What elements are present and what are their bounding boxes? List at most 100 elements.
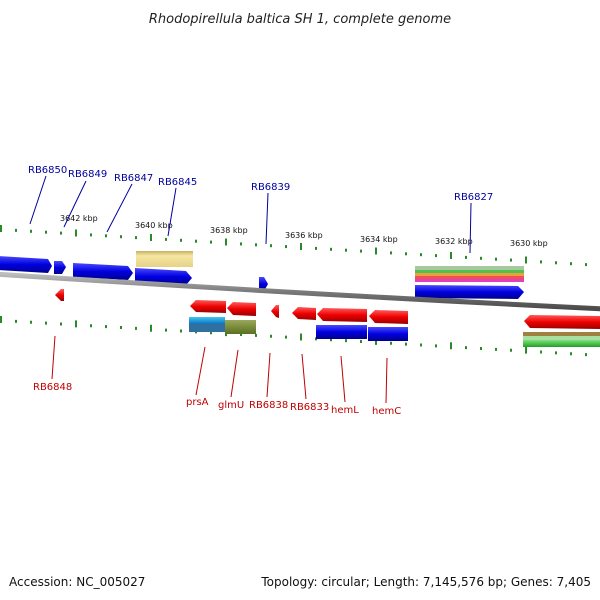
scale-ticks-top (0, 225, 587, 267)
scale-tick (420, 343, 422, 347)
scale-tick (0, 316, 2, 323)
scale-tick (405, 342, 407, 346)
scale-tick (480, 347, 482, 350)
feature-rb6827-annotation-4[interactable] (415, 276, 524, 279)
feature-glmu-annotation[interactable] (225, 320, 256, 334)
gene-label-rb6827[interactable]: RB6827 (454, 192, 493, 203)
feature-prsa-annotation[interactable] (189, 317, 225, 324)
scale-tick (135, 236, 137, 240)
scale-tick (390, 251, 392, 255)
scale-tick (525, 346, 527, 354)
scale-tick (585, 263, 587, 267)
scale-tick (270, 244, 272, 248)
scale-tick (300, 333, 302, 341)
scale-tick (15, 319, 17, 323)
gene-label-hemc[interactable]: hemC (372, 406, 401, 417)
gene-feature-rb6839[interactable] (259, 277, 268, 291)
gene-feature-heml-blue[interactable] (316, 325, 367, 339)
leader-line (106, 183, 133, 233)
gene-feature-rb6848[interactable] (55, 289, 64, 301)
scale-tick (405, 252, 407, 256)
scale-tick (75, 229, 77, 237)
scale-label: 3636 kbp (285, 231, 323, 240)
feature-rb6827-annotation-5[interactable] (415, 279, 524, 282)
feature-rb6827-annotation-3[interactable] (415, 273, 524, 276)
gene-label-rb6848[interactable]: RB6848 (33, 382, 72, 393)
scale-tick (165, 328, 167, 332)
scale-tick (465, 346, 467, 350)
scale-label: 3634 kbp (360, 235, 398, 244)
scale-tick (585, 353, 587, 357)
scale-tick (525, 256, 527, 264)
scale-tick (480, 256, 482, 260)
scale-labels: 3642 kbp 3640 kbp 3638 kbp 3636 kbp 3634… (60, 214, 548, 248)
gene-label-rb6838[interactable]: RB6838 (249, 400, 288, 411)
scale-tick (15, 228, 17, 232)
scale-tick (570, 262, 572, 266)
scale-tick (45, 321, 47, 325)
scale-tick (390, 341, 392, 345)
gene-feature-right-edge[interactable] (524, 315, 600, 329)
gene-label-rb6833[interactable]: RB6833 (290, 402, 329, 413)
scale-tick (135, 326, 137, 330)
genome-backbone (0, 271, 600, 312)
leader-line (266, 352, 271, 398)
feature-rb6827-annotation-1[interactable] (415, 266, 524, 270)
gene-feature-rb6837[interactable] (227, 302, 256, 316)
map-title: Rhodopirellula baltica SH 1, complete ge… (149, 12, 451, 27)
feature-prsa-annotation-2[interactable] (189, 324, 225, 332)
gene-label-rb6850[interactable]: RB6850 (28, 165, 67, 176)
scale-tick (120, 235, 122, 239)
scale-tick (150, 324, 152, 332)
scale-tick (375, 247, 377, 255)
forward-strand-features (0, 251, 524, 299)
gene-label-heml[interactable]: hemL (331, 405, 359, 416)
scale-tick (285, 335, 287, 339)
gene-feature-rb6849[interactable] (54, 261, 66, 274)
leader-line (230, 349, 239, 398)
gene-label-rb6845[interactable]: RB6845 (158, 177, 197, 188)
scale-tick (240, 333, 242, 336)
gene-feature-rb6850[interactable] (0, 256, 52, 273)
scale-tick (540, 260, 542, 264)
gene-feature-heml[interactable] (317, 308, 367, 322)
scale-tick (300, 243, 302, 250)
feature-right-annotation-2[interactable] (523, 336, 600, 340)
scale-tick (270, 334, 272, 338)
gene-label-glmu[interactable]: glmU (218, 400, 244, 411)
gene-feature-hemc[interactable] (369, 310, 408, 324)
top-leaders (29, 175, 472, 254)
scale-label: 3632 kbp (435, 237, 473, 246)
gene-feature-rb6845[interactable] (135, 268, 192, 285)
gene-feature-rb6838[interactable] (271, 305, 279, 318)
scale-tick (210, 331, 212, 335)
gene-feature-rb6847[interactable] (73, 263, 133, 280)
scale-tick (345, 339, 347, 343)
scale-tick (420, 253, 422, 257)
gene-label-rb6839[interactable]: RB6839 (251, 182, 290, 193)
gene-label-prsa[interactable]: prsA (186, 397, 209, 408)
scale-tick (435, 254, 437, 258)
feature-rb6845-annotation[interactable] (136, 251, 193, 267)
scale-tick (495, 257, 497, 261)
gene-feature-prsa[interactable] (190, 300, 226, 313)
gene-feature-rb6833[interactable] (292, 307, 316, 320)
scale-tick (330, 338, 332, 342)
scale-tick (330, 247, 332, 251)
gene-label-rb6847[interactable]: RB6847 (114, 173, 153, 184)
scale-label: 3640 kbp (135, 221, 173, 230)
gene-label-rb6849[interactable]: RB6849 (68, 169, 107, 180)
scale-tick (495, 347, 497, 351)
feature-right-annotation-3[interactable] (523, 340, 600, 347)
scale-label: 3630 kbp (510, 239, 548, 248)
scale-ticks-bottom (0, 316, 587, 357)
gene-feature-hemc-blue[interactable] (368, 327, 408, 341)
scale-tick (75, 320, 77, 328)
feature-rb6827-annotation-2[interactable] (415, 270, 524, 273)
scale-tick (435, 344, 437, 348)
scale-tick (150, 234, 152, 241)
feature-right-annotation-1[interactable] (523, 332, 600, 336)
scale-tick (210, 240, 212, 244)
reverse-strand-features (55, 289, 600, 347)
gene-feature-rb6827[interactable] (415, 285, 524, 299)
